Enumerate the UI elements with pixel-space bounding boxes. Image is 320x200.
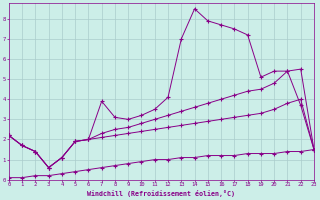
X-axis label: Windchill (Refroidissement éolien,°C): Windchill (Refroidissement éolien,°C)	[87, 190, 236, 197]
